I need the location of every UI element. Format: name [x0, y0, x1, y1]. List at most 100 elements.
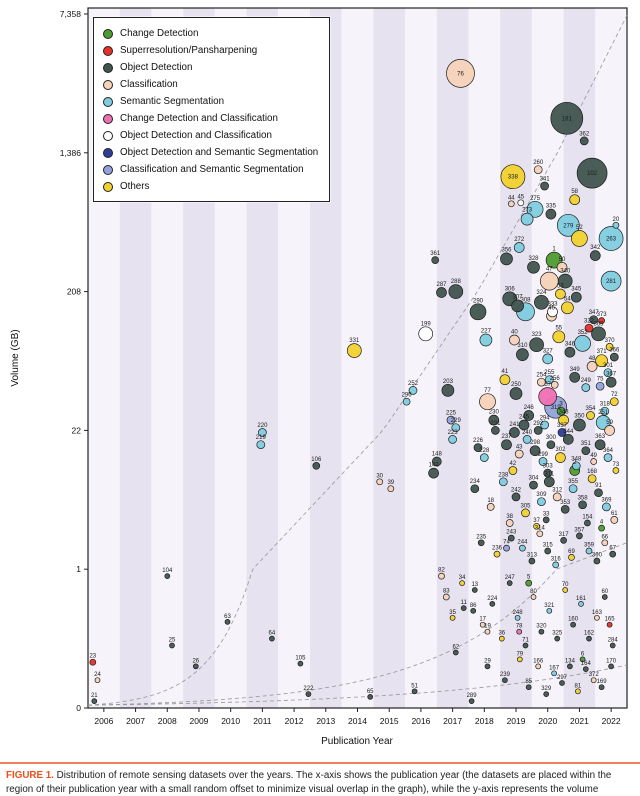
data-point	[164, 573, 171, 579]
data-point-label: 11	[461, 600, 468, 606]
data-point-label: 63	[224, 614, 231, 620]
data-point-label: 292	[533, 421, 544, 427]
data-point	[559, 680, 565, 686]
data-point	[585, 547, 593, 555]
data-point	[569, 371, 581, 383]
data-point	[552, 330, 566, 344]
data-point-label: 237	[501, 434, 512, 440]
data-point-label: 160	[568, 617, 579, 623]
data-point	[436, 287, 447, 298]
data-point	[297, 660, 304, 667]
data-point	[459, 580, 465, 586]
data-point-label: 313	[527, 553, 538, 559]
data-point-label: 333	[547, 301, 558, 307]
data-point-label: 300	[546, 435, 557, 441]
legend-swatch-icon	[103, 28, 113, 39]
data-point-label: 3	[559, 402, 563, 408]
data-point-label: 341	[540, 177, 551, 183]
data-point-label: 74	[503, 540, 510, 546]
y-tick-label: 1	[76, 564, 81, 574]
data-point-label: 168	[587, 469, 598, 475]
data-point	[556, 213, 580, 237]
data-point	[598, 317, 605, 324]
data-point-label: 275	[530, 196, 541, 202]
data-point-label: 33	[543, 511, 550, 517]
data-point	[446, 415, 456, 425]
data-point	[500, 252, 513, 266]
data-point-label: 290	[473, 298, 484, 304]
data-point-label: 245	[519, 415, 530, 421]
data-point-label: 83	[443, 589, 450, 595]
data-point-label: 238	[498, 472, 509, 478]
data-point	[543, 476, 555, 488]
data-point-label: 46	[548, 306, 555, 312]
data-point	[516, 628, 523, 635]
data-point-label: 162	[584, 631, 595, 637]
data-point-label: 26	[192, 658, 199, 664]
data-point	[557, 273, 573, 289]
data-point-label: 167	[549, 665, 560, 671]
data-point	[94, 677, 101, 684]
x-tick-label: 2011	[253, 716, 272, 726]
data-point-label: 348	[571, 456, 582, 462]
legend-item-label: Classification	[120, 79, 178, 90]
trend-line	[87, 15, 628, 706]
data-point-label: 272	[514, 237, 525, 243]
data-point-label: 91	[595, 483, 602, 489]
data-point-label: 370	[605, 338, 616, 344]
legend-item: Object Detection and Semantic Segmentati…	[103, 144, 318, 161]
data-point-label: 76	[457, 71, 464, 77]
data-point-label: 82	[438, 568, 445, 574]
data-point	[514, 449, 524, 459]
data-point	[507, 534, 515, 542]
data-point	[509, 334, 520, 346]
data-point	[576, 532, 583, 540]
data-point	[568, 554, 575, 561]
data-point-label: 335	[546, 204, 557, 210]
data-point	[533, 522, 540, 530]
data-point-label: 78	[516, 624, 523, 630]
data-point	[609, 397, 619, 407]
data-point	[256, 440, 266, 450]
data-point-label: 106	[311, 457, 322, 463]
data-point	[552, 492, 562, 502]
data-point-label: 323	[532, 332, 543, 338]
data-point-label: 331	[349, 338, 360, 344]
data-point	[449, 614, 456, 621]
legend-item: Classification and Semantic Segmentation	[103, 161, 318, 178]
data-point-label: 45	[517, 194, 524, 200]
data-point	[561, 301, 574, 315]
data-point	[91, 698, 98, 704]
data-point-label: 166	[533, 658, 544, 664]
data-point-label: 327	[543, 348, 554, 354]
data-point-label: 294	[540, 416, 551, 422]
data-point	[498, 635, 505, 642]
data-point-label: 75	[597, 377, 604, 383]
data-point	[568, 484, 578, 494]
data-point	[589, 315, 599, 325]
data-point	[600, 270, 622, 292]
data-point-label: 273	[522, 208, 533, 214]
data-point-label: 284	[608, 638, 619, 644]
data-point-label: 279	[563, 223, 574, 229]
data-point	[556, 261, 568, 273]
x-tick-label: 2010	[221, 716, 240, 726]
trend-line	[87, 664, 628, 706]
data-point-label: 236	[492, 546, 503, 552]
data-point-label: 49	[590, 453, 597, 459]
data-point-label: 349	[570, 367, 581, 373]
data-point-label: 367	[606, 372, 617, 378]
data-point-label: 37	[533, 518, 540, 524]
data-point	[555, 288, 566, 300]
data-point	[479, 453, 489, 462]
data-point-label: 38	[506, 514, 513, 520]
data-point-label: 48	[589, 356, 596, 362]
data-point	[408, 386, 418, 395]
data-point-label: 355	[568, 479, 579, 485]
legend-item: Change Detection	[103, 25, 318, 42]
data-point	[551, 670, 557, 677]
data-point-label: 310	[517, 343, 528, 349]
data-point-label: 220	[257, 423, 268, 429]
legend-item-label: Object Detection and Semantic Segmentati…	[120, 147, 319, 158]
data-point	[489, 601, 496, 607]
